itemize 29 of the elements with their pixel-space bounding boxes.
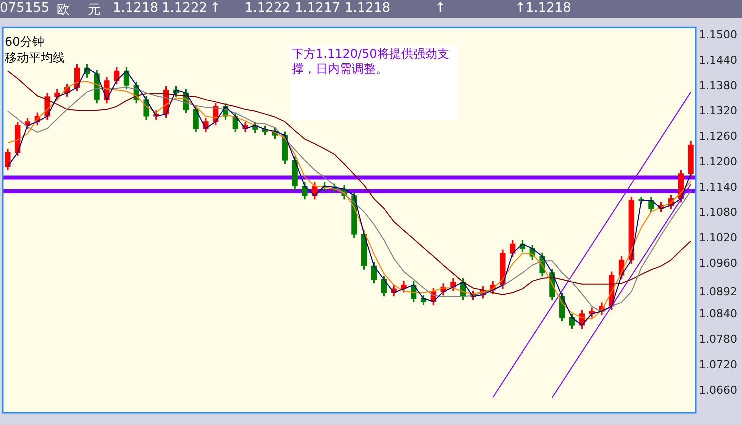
text: ↑ — [435, 1, 446, 16]
y-tick-label: 1.1080 — [699, 206, 738, 220]
y-tick-label: 1.0660 — [699, 384, 738, 397]
text: 1.1222 — [162, 1, 208, 16]
y-tick-label: 1.1500 — [699, 28, 738, 42]
y-tick-label: 1.1200 — [699, 155, 738, 168]
note-panel: 下方1.1120/50将提供强劲支撑，日内需调整。 — [290, 45, 458, 120]
text: 1.1222 — [245, 1, 290, 16]
text: 075155 — [0, 1, 50, 16]
y-tick-label: 1.1440 — [699, 54, 738, 67]
annotation: 60分钟 — [5, 34, 44, 51]
y-tick-label: 1.1380 — [699, 79, 738, 92]
y-tick-label: 1.1140 — [699, 180, 738, 194]
y-tick-label: 1.1320 — [699, 104, 738, 118]
y-tick-label: 1.0840 — [699, 308, 738, 321]
text: 1.1218 — [345, 1, 390, 16]
y-tick-label: 1.1020 — [699, 232, 738, 245]
text: 1.1218 — [113, 1, 158, 16]
y-tick-label: 1.0892 — [699, 286, 738, 299]
text: 欧 — [57, 2, 70, 19]
annotation: 移动平均线 — [5, 50, 65, 67]
text: ↑1.1218 — [515, 1, 572, 16]
y-tick-label: 1.0960 — [699, 256, 738, 270]
text: 1.1217 — [295, 1, 340, 16]
text: ↑ — [210, 1, 221, 16]
text: 元 — [88, 2, 101, 19]
y-tick-label: 1.1260 — [699, 130, 738, 144]
y-tick-label: 1.0780 — [699, 333, 738, 346]
y-tick-label: 1.0720 — [699, 358, 738, 372]
